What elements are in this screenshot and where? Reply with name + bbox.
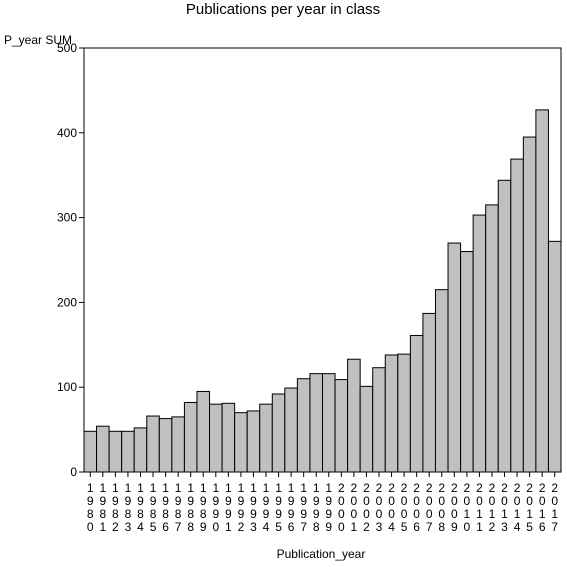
bar	[334, 379, 349, 473]
bar	[309, 373, 324, 473]
bar	[234, 412, 248, 473]
chart-title: Publications per year in class	[186, 1, 380, 18]
y-tick-label: 100	[57, 380, 77, 394]
bar	[171, 416, 185, 473]
bar	[259, 403, 273, 473]
bar	[108, 430, 123, 473]
bar	[460, 251, 474, 473]
bar	[284, 387, 298, 473]
bar	[271, 393, 286, 473]
bar	[209, 403, 223, 473]
bar	[522, 136, 537, 473]
bar	[359, 385, 374, 473]
bar	[485, 204, 499, 473]
x-axis-label: Publication_year	[277, 547, 366, 561]
y-axis: 0 100 200 300 400 500	[57, 41, 84, 479]
bar	[146, 415, 160, 473]
bar	[510, 158, 524, 473]
bar	[133, 427, 148, 473]
bar	[372, 367, 386, 473]
y-tick-label: 400	[57, 126, 77, 140]
bar	[296, 378, 311, 473]
bar	[397, 353, 411, 473]
bar	[434, 289, 449, 473]
bar	[497, 179, 512, 473]
bar	[158, 418, 173, 473]
y-tick-label: 0	[70, 465, 77, 479]
bar	[472, 214, 487, 473]
bar	[322, 373, 336, 473]
y-axis-label: P_year SUM	[4, 33, 72, 47]
bar	[96, 425, 110, 473]
y-tick-label: 500	[57, 41, 77, 55]
y-tick-label: 300	[57, 211, 77, 225]
bar	[347, 358, 361, 473]
bar	[196, 390, 211, 473]
bar	[83, 430, 98, 473]
bar	[221, 402, 236, 473]
bar	[183, 401, 198, 473]
bar	[422, 312, 436, 473]
bar	[121, 430, 135, 473]
x-tick-labels: 1 9 8 0 1 9 8 1 1 9 8 2 1 9 8 3 1 9 8 4 1 9 8 5 1 9 8 6 1 9 8 7 1 9 8 8 1 9 8 9…	[87, 472, 558, 534]
bar	[246, 410, 261, 473]
bar	[384, 354, 399, 473]
bar	[447, 242, 462, 473]
y-tick-label: 200	[57, 295, 77, 309]
bar	[547, 240, 562, 473]
bar	[535, 109, 549, 473]
bars	[83, 109, 562, 473]
bar	[409, 334, 424, 473]
